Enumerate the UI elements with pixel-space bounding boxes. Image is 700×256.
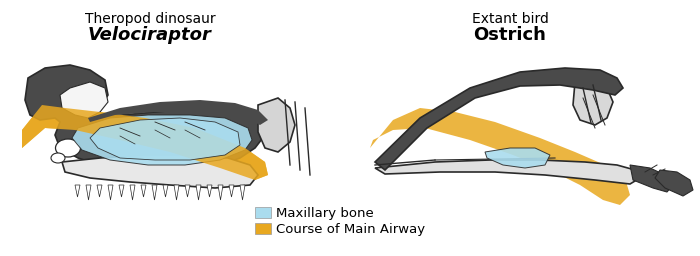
- Polygon shape: [573, 78, 613, 125]
- Ellipse shape: [51, 153, 65, 163]
- Polygon shape: [240, 185, 245, 200]
- Polygon shape: [655, 170, 693, 196]
- Polygon shape: [196, 185, 201, 200]
- Polygon shape: [97, 185, 102, 197]
- Polygon shape: [72, 115, 252, 165]
- Polygon shape: [258, 98, 295, 152]
- Polygon shape: [375, 68, 623, 170]
- Polygon shape: [630, 165, 673, 192]
- Polygon shape: [62, 155, 258, 188]
- Polygon shape: [185, 185, 190, 197]
- Text: Extant bird: Extant bird: [472, 12, 548, 26]
- Ellipse shape: [55, 139, 80, 157]
- Polygon shape: [375, 160, 640, 184]
- Polygon shape: [60, 82, 108, 118]
- Polygon shape: [218, 185, 223, 200]
- Polygon shape: [163, 185, 168, 197]
- Polygon shape: [86, 185, 91, 200]
- Polygon shape: [130, 185, 135, 200]
- Polygon shape: [370, 108, 630, 205]
- Polygon shape: [229, 185, 234, 197]
- Polygon shape: [75, 185, 80, 197]
- Text: Velociraptor: Velociraptor: [88, 26, 212, 44]
- Polygon shape: [88, 100, 268, 125]
- Polygon shape: [108, 185, 113, 200]
- Polygon shape: [485, 148, 550, 168]
- FancyBboxPatch shape: [255, 223, 271, 234]
- Polygon shape: [22, 105, 268, 180]
- Polygon shape: [207, 185, 212, 197]
- Text: Course of Main Airway: Course of Main Airway: [276, 222, 425, 236]
- Polygon shape: [22, 105, 268, 180]
- Polygon shape: [152, 185, 157, 200]
- Polygon shape: [25, 65, 268, 168]
- Polygon shape: [174, 185, 179, 200]
- Text: Theropod dinosaur: Theropod dinosaur: [85, 12, 216, 26]
- Polygon shape: [90, 118, 240, 160]
- Text: Ostrich: Ostrich: [474, 26, 547, 44]
- Text: Maxillary bone: Maxillary bone: [276, 207, 374, 219]
- FancyBboxPatch shape: [255, 207, 271, 218]
- Polygon shape: [141, 185, 146, 197]
- Polygon shape: [119, 185, 124, 197]
